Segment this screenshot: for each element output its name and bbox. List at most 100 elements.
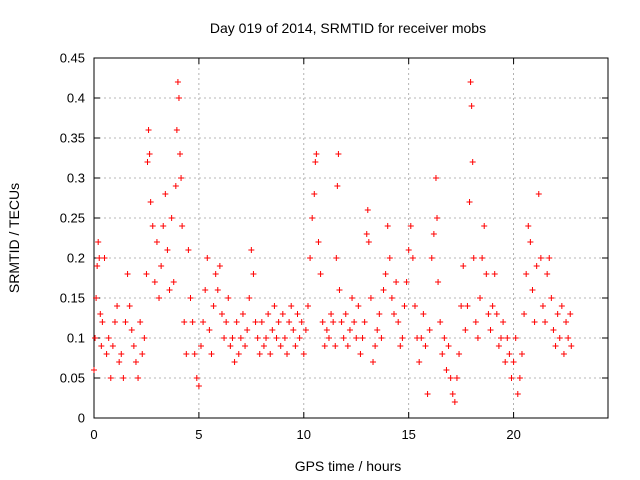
y-axis-label: SRMTID / TECUs [6,183,22,293]
data-point [218,311,225,317]
data-point [483,271,490,277]
data-point [491,271,498,277]
data-point [284,351,291,357]
data-point [111,319,118,325]
data-point [514,391,521,397]
data-point [328,311,335,317]
data-point [200,319,207,325]
data-point [405,247,412,253]
data-point [462,327,469,333]
data-point [298,319,305,325]
data-point [403,279,410,285]
data-point [460,263,467,269]
data-point [160,223,167,229]
data-point [321,343,328,349]
data-point [340,335,347,341]
data-point [239,311,246,317]
data-point [518,351,525,357]
data-point [265,311,272,317]
data-point [372,343,379,349]
data-point [277,343,284,349]
data-point [325,335,332,341]
data-point [563,319,570,325]
data-point [193,375,200,381]
data-point [330,319,337,325]
data-points [91,79,575,405]
gridlines [94,58,608,418]
data-point [546,255,553,261]
data-point [263,335,270,341]
data-point [183,351,190,357]
data-point [252,319,259,325]
data-point [139,351,146,357]
data-point [231,359,238,365]
data-point [338,319,345,325]
y-tick-label: 0.4 [67,91,85,106]
data-point [364,207,371,213]
data-point [512,335,519,341]
data-point [187,295,194,301]
data-point [206,327,213,333]
data-point [363,231,370,237]
data-point [384,223,391,229]
data-point [101,255,108,261]
data-point [456,351,463,357]
data-point [409,255,416,261]
data-point [479,255,486,261]
data-point [458,303,465,309]
data-point [307,255,314,261]
data-point [568,343,575,349]
y-tick-label: 0.45 [60,51,85,66]
data-point [288,303,295,309]
data-point [273,335,280,341]
data-point [147,199,154,205]
data-point [560,351,567,357]
data-point [302,327,309,333]
data-point [313,151,320,157]
data-point [542,319,549,325]
data-point [271,303,278,309]
data-point [395,319,402,325]
data-point [212,271,219,277]
data-point [141,335,148,341]
x-axis-label: GPS time / hours [295,458,402,474]
data-point [467,79,474,85]
data-point [424,391,431,397]
data-point [146,151,153,157]
data-point [168,215,175,221]
data-point [346,327,353,333]
data-point [401,303,408,309]
data-point [216,263,223,269]
data-point [242,343,249,349]
data-point [388,295,395,301]
data-point [521,311,528,317]
data-point [498,335,505,341]
data-point [153,239,160,245]
data-point [420,311,427,317]
data-point [143,271,150,277]
data-point [544,271,551,277]
data-point [290,327,297,333]
data-point [474,335,481,341]
y-tick-label: 0.3 [67,171,85,186]
data-point [508,375,515,381]
data-point [204,255,211,261]
data-point [128,327,135,333]
data-point [258,319,265,325]
data-point [296,335,303,341]
data-point [525,223,532,229]
data-point [227,343,234,349]
data-point [114,303,121,309]
data-point [105,335,112,341]
data-point [441,335,448,341]
data-point [332,343,339,349]
y-tick-label: 0.35 [60,131,85,146]
data-point [449,391,456,397]
data-point [214,287,221,293]
data-point [451,399,458,405]
axis-ticks [93,57,608,419]
data-point [466,199,473,205]
data-point [221,335,228,341]
data-point [527,239,534,245]
